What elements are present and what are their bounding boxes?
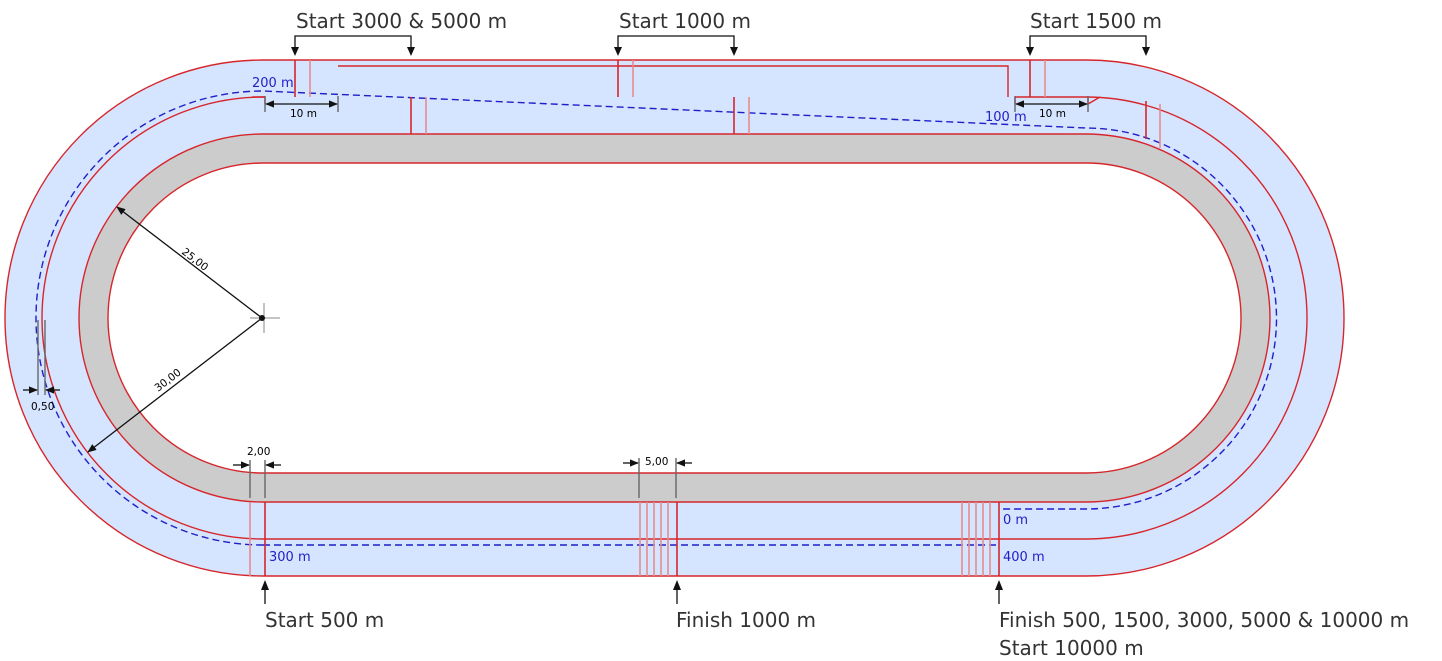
label-start-500: Start 500 m [265,608,384,632]
distance-300m: 300 m [269,550,311,565]
infield [107,162,1242,474]
label-finish-main: Finish 500, 1500, 3000, 5000 & 10000 m [999,608,1409,632]
lane-divider [41,96,1308,540]
distance-100m: 100 m [985,110,1027,125]
start-finish-lines-bottom [249,502,1000,576]
start-lines-top [294,60,1161,148]
start-arrows-top [291,47,1150,56]
measurement-line-inner-lane [35,90,1278,546]
arrow-start-500 [261,580,269,590]
dim-crossing-left: 10 m [290,108,317,120]
arrow-finish-main [995,580,1003,590]
dimension-arrows [23,100,1088,469]
distance-0m: 0 m [1003,513,1028,528]
start-finish-arrows-bottom [264,588,1000,604]
label-start-3000-5000: Start 3000 & 5000 m [296,9,507,33]
spacing-ticks [37,96,1089,498]
label-start-1500: Start 1500 m [1030,9,1162,33]
label-finish-1000: Finish 1000 m [676,608,816,632]
label-start-1000: Start 1000 m [619,9,751,33]
dim-line-spacing-5: 5,00 [645,456,668,468]
label-start-10000: Start 10000 m [999,636,1144,660]
curve-center-dot [259,315,265,321]
start-brackets-top [294,35,1147,53]
distance-400m: 400 m [1003,550,1045,565]
dim-line-spacing-2: 2,00 [247,446,270,458]
dim-lane-offset: 0,50 [31,401,54,413]
crossing-zone-gap [265,92,1015,102]
dim-crossing-right: 10 m [1039,108,1066,120]
distance-200m: 200 m [252,76,294,91]
arrow-finish-1000 [673,580,681,590]
